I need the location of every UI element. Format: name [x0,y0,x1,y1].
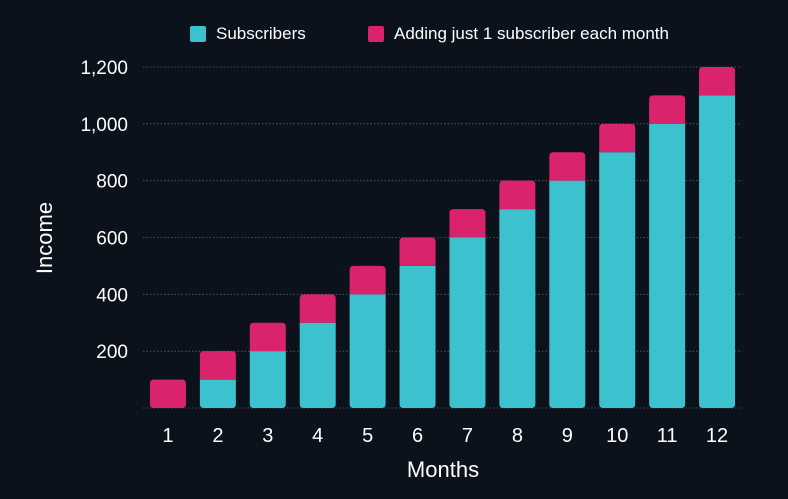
legend-item-adding-subscriber[interactable]: Adding just 1 subscriber each month [368,24,669,44]
bar-adding-subscriber[interactable] [199,351,236,380]
bar-adding-subscriber[interactable] [499,180,536,210]
bar-adding-subscriber[interactable] [549,152,586,181]
bar-adding-subscriber[interactable] [249,322,286,352]
x-axis-title: Months [406,457,480,482]
bar-subscribers[interactable] [499,209,536,408]
bar-adding-subscriber[interactable] [349,265,386,295]
y-tick-label: 800 [96,172,128,193]
x-tick-label: 1 [162,425,173,447]
x-tick-label: 2 [212,425,223,447]
y-tick-label: 1,000 [80,115,128,136]
bar-adding-subscriber[interactable] [699,67,736,96]
bar-subscribers[interactable] [449,237,486,409]
x-tick-label: 5 [362,425,373,447]
legend-label-adding-subscriber: Adding just 1 subscriber each month [394,24,669,43]
x-tick-label: 4 [312,425,323,447]
bar-adding-subscriber[interactable] [649,95,686,124]
legend-item-subscribers[interactable]: Subscribers [190,24,306,44]
bar-subscribers[interactable] [299,322,336,408]
y-axis-title: Income [32,201,57,275]
bars [149,67,736,409]
bar-subscribers[interactable] [249,351,286,408]
bar-subscribers[interactable] [349,294,386,408]
y-axis-ticks: 200 400 600 800 1,000 1,200 [80,58,128,363]
bar-subscribers[interactable] [699,95,736,409]
bar-subscribers[interactable] [649,123,686,408]
bar-adding-subscriber[interactable] [599,123,636,153]
bar-subscribers[interactable] [599,152,636,408]
y-tick-label: 400 [96,285,128,306]
y-tick-label: 200 [96,342,128,363]
bar-subscribers[interactable] [399,265,436,408]
bar-subscribers[interactable] [199,379,236,408]
legend: Subscribers Adding just 1 subscriber eac… [0,24,788,46]
x-tick-label: 12 [706,425,728,447]
bar-adding-subscriber[interactable] [299,294,336,323]
legend-label-subscribers: Subscribers [216,24,306,43]
x-tick-label: 8 [512,425,523,447]
bar-adding-subscriber[interactable] [449,209,486,238]
x-tick-label: 6 [412,425,423,447]
y-tick-label: 1,200 [80,58,128,79]
x-tick-label: 10 [606,425,628,447]
bar-adding-subscriber[interactable] [149,379,186,408]
x-axis-ticks: 1 2 3 4 5 6 7 8 9 10 11 12 [162,425,728,447]
x-tick-label: 7 [462,425,473,447]
legend-swatch-subscribers [190,26,206,42]
x-tick-label: 9 [562,425,573,447]
x-tick-label: 3 [262,425,273,447]
x-tick-label: 11 [657,425,678,447]
legend-swatch-adding-subscriber [368,26,384,42]
bar-subscribers[interactable] [549,180,586,408]
y-tick-label: 600 [96,229,128,250]
bar-adding-subscriber[interactable] [399,237,436,266]
